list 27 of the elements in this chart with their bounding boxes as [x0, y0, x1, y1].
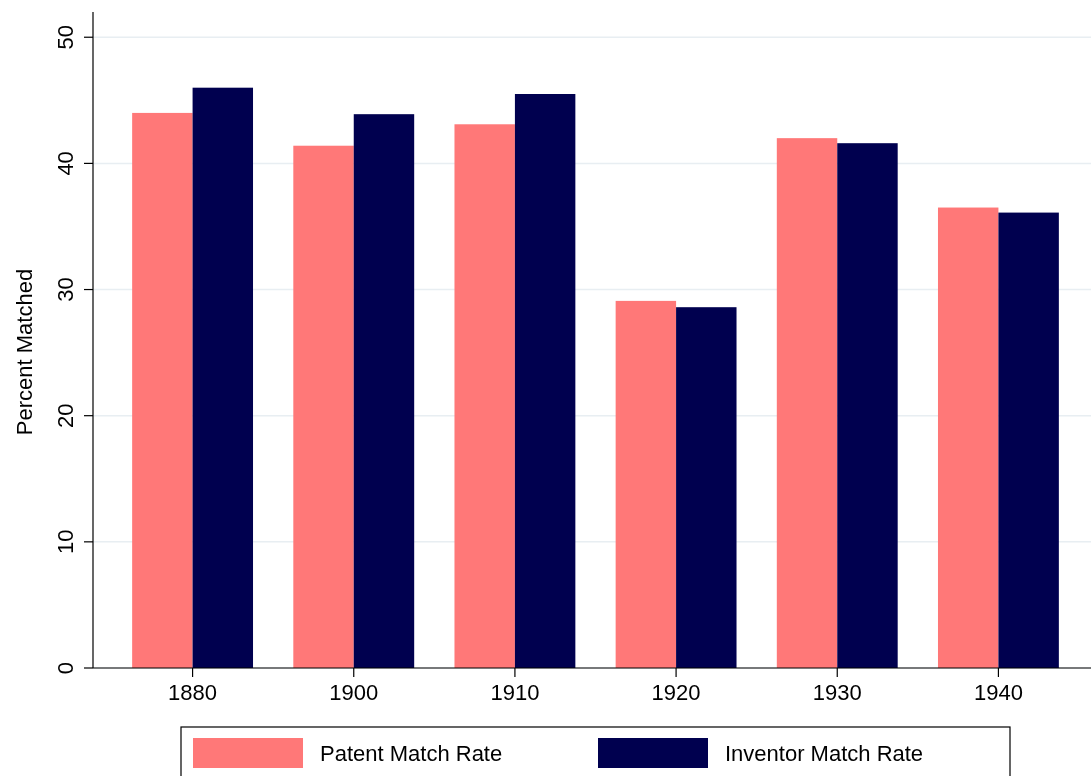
- y-tick-label: 30: [53, 277, 78, 302]
- x-tick-label: 1930: [812, 680, 862, 705]
- bar: [776, 138, 838, 668]
- bar: [353, 114, 415, 668]
- x-tick-label: 1920: [651, 680, 701, 705]
- x-tick-label: 1880: [168, 680, 218, 705]
- y-tick-label: 10: [53, 529, 78, 555]
- y-tick-label: 50: [53, 24, 78, 50]
- bar: [615, 300, 677, 668]
- bar: [132, 112, 193, 668]
- bar: [514, 94, 576, 668]
- bar: [998, 212, 1059, 668]
- legend-label: Inventor Match Rate: [725, 741, 924, 766]
- y-tick-label: 0: [53, 661, 78, 675]
- x-tick-label: 1940: [973, 680, 1023, 705]
- y-tick-label: 40: [53, 151, 78, 176]
- y-axis-title: Percent Matched: [12, 268, 37, 436]
- bar: [676, 307, 737, 668]
- bar: [837, 143, 898, 668]
- x-tick-label: 1900: [329, 680, 379, 705]
- bar: [293, 145, 354, 668]
- y-tick-label: 20: [53, 403, 78, 428]
- bar: [454, 124, 515, 668]
- bar: [192, 87, 254, 668]
- legend-label: Patent Match Rate: [320, 741, 503, 766]
- x-tick-label: 1910: [490, 680, 540, 705]
- bar: [937, 207, 999, 668]
